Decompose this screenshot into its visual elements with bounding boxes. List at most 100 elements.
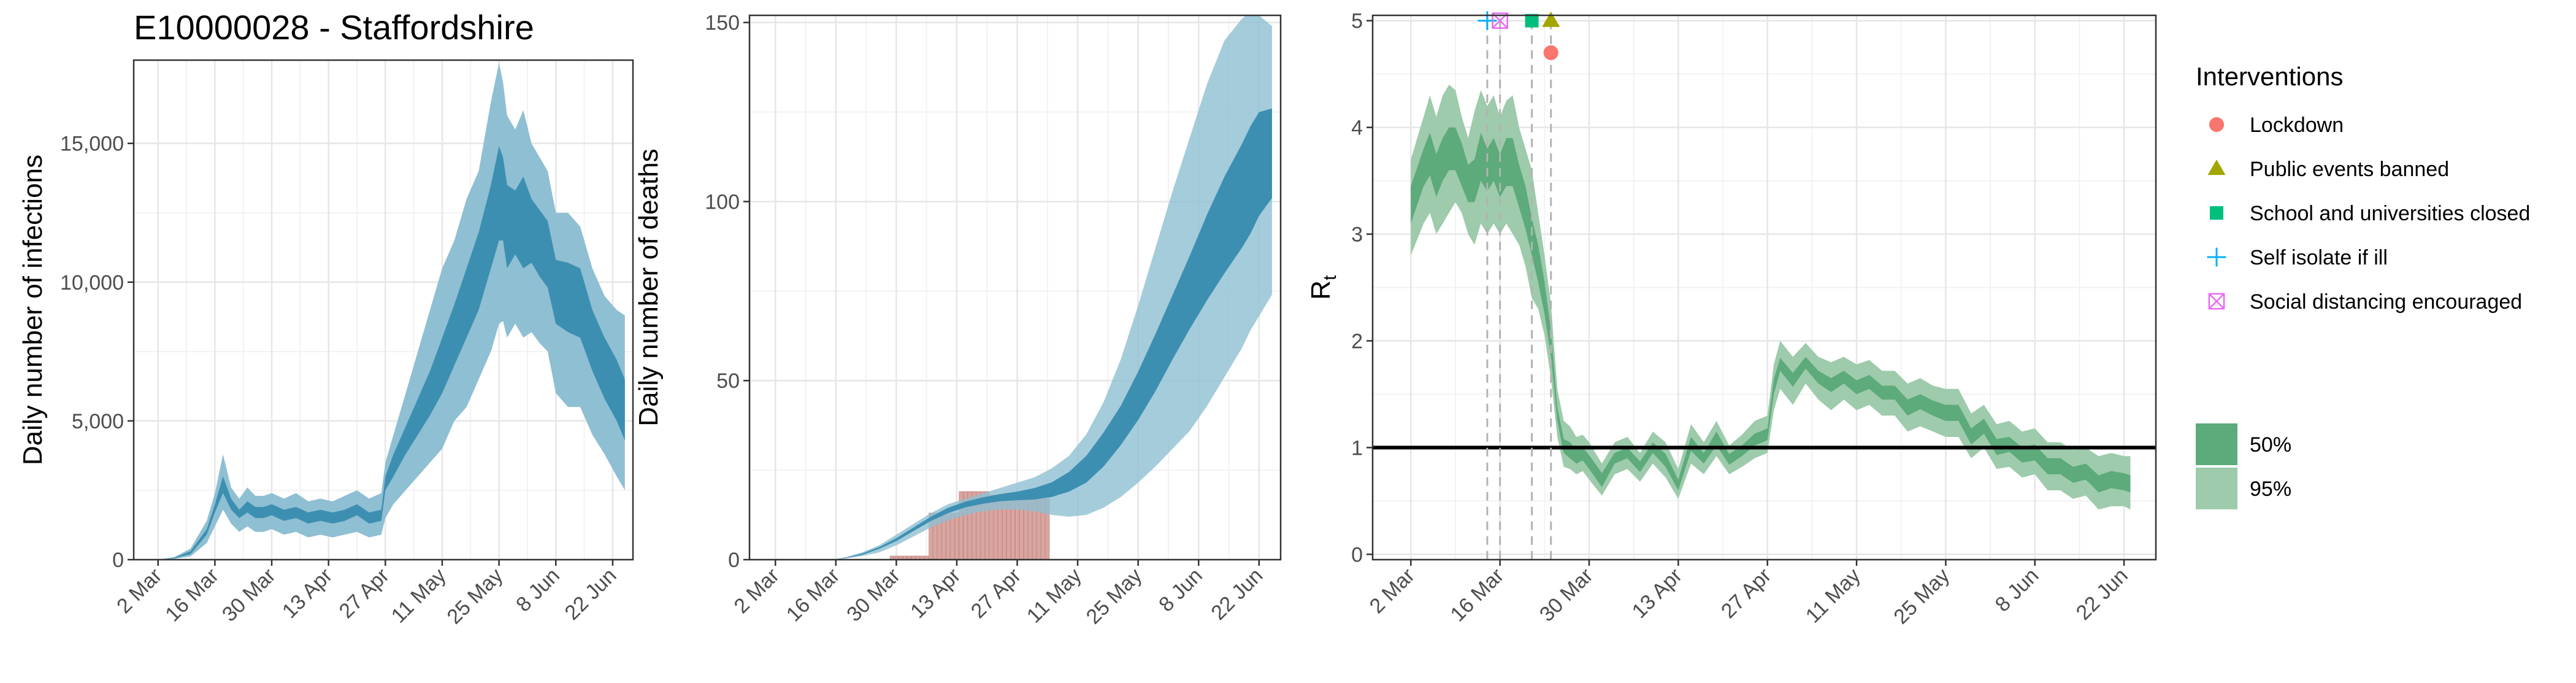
- observed-death-bar: [911, 555, 916, 560]
- x-tick-label: 30 Mar: [842, 564, 905, 627]
- plot-data-layer: [158, 63, 625, 560]
- band-50-rt: [1411, 127, 2131, 493]
- legend-key-band: [2196, 468, 2237, 509]
- band-95-deaths: [831, 15, 1272, 560]
- x-tick-label: 30 Mar: [218, 564, 280, 627]
- band-95-rt: [1411, 85, 2131, 510]
- observed-death-bar: [959, 491, 964, 560]
- y-tick-label: 150: [705, 12, 740, 35]
- intervention-marker-plus: [1478, 11, 1497, 31]
- legend-key-circle: [2209, 117, 2225, 133]
- x-tick-label: 22 Jun: [561, 564, 621, 625]
- legend-key-plus: [2207, 247, 2226, 267]
- legend-label-band: 95%: [2250, 477, 2291, 501]
- y-tick-label: 15,000: [60, 133, 124, 156]
- x-tick-label: 8 Jun: [1154, 564, 1207, 617]
- y-tick-label: 2: [1351, 330, 1363, 353]
- observed-death-bar: [954, 512, 959, 560]
- x-tick-label: 27 Apr: [1717, 564, 1776, 623]
- x-tick-label: 25 May: [1082, 564, 1147, 629]
- plot-border: [748, 14, 1282, 561]
- x-tick-label: 2 Mar: [730, 564, 784, 618]
- y-axis-label-subscript: t: [1320, 275, 1340, 280]
- legend-label-intervention: School and universities closed: [2250, 202, 2530, 225]
- chart-title: E10000028 - Staffordshire: [134, 8, 534, 47]
- y-tick-label: 1: [1351, 436, 1363, 460]
- x-tick-label: 22 Jun: [1206, 564, 1267, 625]
- y-tick-label: 4: [1351, 117, 1363, 140]
- x-tick-label: 13 Apr: [906, 564, 965, 623]
- y-tick-label: 5,000: [72, 410, 124, 433]
- legend: Interventions Lockdown Public events banne…: [2196, 62, 2530, 509]
- observed-death-bar: [920, 555, 925, 560]
- y-axis-label: Rt: [1306, 275, 1340, 300]
- intervention-marker-square: [1525, 14, 1539, 28]
- legend-key-band: [2196, 423, 2237, 465]
- observed-death-bar: [916, 555, 921, 560]
- x-tick-label: 11 May: [1801, 564, 1865, 628]
- observed-death-bar: [967, 491, 972, 560]
- legend-label-intervention: Lockdown: [2250, 114, 2344, 137]
- observed-death-bar: [902, 555, 907, 560]
- y-tick-label: 10,000: [60, 271, 124, 295]
- x-tick-label: 11 May: [1022, 564, 1086, 628]
- observed-death-bar: [898, 555, 903, 560]
- legend-key-triangle: [2207, 159, 2226, 176]
- intervention-marker-triangle: [1542, 11, 1560, 27]
- legend-label-intervention: Social distancing encouraged: [2250, 290, 2522, 314]
- legend-title-interventions: Interventions: [2196, 62, 2343, 91]
- y-axis-label: Daily number of deaths: [634, 149, 664, 426]
- observed-death-bar: [924, 555, 929, 560]
- chart-panel-rt: 0 1 2 3 4 5 2 Mar 16 Mar 30 Mar 13 Apr 27 Apr 11 Ma…: [1306, 10, 2157, 629]
- y-tick-label: 5: [1351, 10, 1363, 33]
- observed-death-bar: [980, 491, 985, 560]
- observed-death-bar: [950, 512, 955, 560]
- x-tick-label: 27 Apr: [335, 564, 394, 623]
- y-tick-label: 3: [1351, 223, 1363, 247]
- x-tick-label: 30 Mar: [1535, 564, 1598, 627]
- x-tick-label: 25 May: [1889, 564, 1954, 629]
- x-tick-label: 11 May: [387, 564, 451, 628]
- y-tick-label: 0: [728, 549, 740, 572]
- observed-death-bar: [889, 555, 894, 560]
- legend-label-intervention: Self isolate if ill: [2250, 246, 2388, 269]
- band-50-deaths: [831, 108, 1272, 560]
- x-tick-label: 8 Jun: [512, 564, 564, 617]
- legend-label-band: 50%: [2250, 433, 2291, 457]
- y-axis-label: Daily number of infections: [18, 155, 48, 465]
- observed-death-bar: [907, 555, 912, 560]
- x-tick-label: 16 Mar: [161, 564, 223, 627]
- x-tick-label: 16 Mar: [782, 564, 845, 627]
- observed-death-bar: [894, 555, 899, 560]
- observed-death-bar: [976, 491, 981, 560]
- x-tick-label: 8 Jun: [1991, 564, 2044, 617]
- plot-data-layer: [831, 15, 1272, 560]
- legend-key-square: [2210, 206, 2223, 220]
- legend-label-intervention: Public events banned: [2250, 158, 2449, 181]
- x-tick-label: 25 May: [443, 564, 508, 629]
- observed-death-bar: [972, 491, 976, 560]
- plot-border: [132, 59, 634, 561]
- legend-key-boxcross: [2208, 293, 2225, 310]
- x-tick-label: 2 Mar: [1365, 564, 1419, 618]
- observed-death-bar: [984, 491, 989, 560]
- x-tick-label: 16 Mar: [1446, 564, 1509, 627]
- plot-border: [1371, 14, 2157, 561]
- x-tick-label: 2 Mar: [112, 564, 166, 618]
- x-tick-label: 13 Apr: [278, 564, 337, 623]
- y-tick-label: 100: [705, 190, 740, 214]
- x-tick-label: 13 Apr: [1628, 564, 1687, 623]
- y-tick-label: 50: [716, 369, 740, 393]
- intervention-marker-circle: [1543, 45, 1558, 60]
- x-tick-label: 27 Apr: [967, 564, 1025, 623]
- y-tick-label: 0: [1351, 543, 1363, 566]
- band-50-infections: [158, 146, 625, 560]
- x-tick-label: 22 Jun: [2072, 564, 2133, 625]
- observed-death-bar: [963, 491, 968, 560]
- y-tick-label: 0: [112, 549, 124, 572]
- plot-data-layer: [1411, 85, 2131, 510]
